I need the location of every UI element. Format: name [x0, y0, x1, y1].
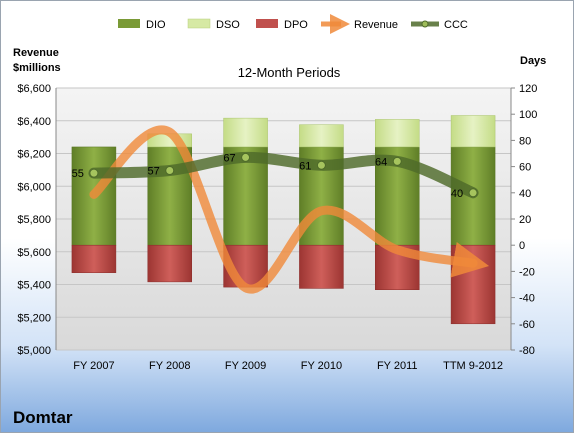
legend-label-dio: DIO [146, 19, 166, 31]
ccc-point [165, 166, 175, 176]
left-tick-label: $6,000 [17, 181, 51, 193]
ccc-point [468, 188, 478, 198]
ccc-data-label: 67 [223, 152, 235, 164]
right-tick-label: 100 [519, 109, 537, 121]
bar-dpo [147, 244, 192, 283]
x-tick-label: FY 2008 [149, 360, 190, 372]
bar-dso [375, 119, 420, 148]
right-tick-label: -60 [519, 319, 535, 331]
left-tick-label: $6,200 [17, 149, 51, 161]
x-tick-label: FY 2007 [73, 360, 114, 372]
chart-title: 12-Month Periods [238, 65, 341, 80]
legend: DIO DSO DPO Revenue CCC [118, 14, 468, 34]
bar-dpo [71, 244, 117, 273]
right-tick-label: -20 [519, 266, 535, 278]
right-tick-label: 80 [519, 135, 531, 147]
left-tick-label: $5,800 [17, 214, 51, 226]
legend-label-dso: DSO [216, 19, 240, 31]
left-tick-label: $5,400 [17, 280, 51, 292]
legend-label-revenue: Revenue [354, 19, 398, 31]
ccc-data-label: 55 [72, 168, 84, 180]
revenue-line [89, 125, 490, 294]
legend-swatch-dpo [256, 19, 278, 28]
right-tick-label: 60 [519, 162, 531, 174]
right-tick-label: 0 [519, 240, 525, 252]
x-tick-label: FY 2009 [225, 360, 266, 372]
left-tick-label: $5,600 [17, 247, 51, 259]
left-tick-label: $6,600 [17, 83, 51, 95]
legend-label-dpo: DPO [284, 19, 308, 31]
right-tick-label: 120 [519, 83, 537, 95]
x-tick-label: FY 2010 [301, 360, 342, 372]
legend-swatch-dio [118, 19, 140, 28]
right-axis: -80 -60 -40 -20 0 20 40 60 80 100 120 [510, 83, 537, 357]
ccc-line [88, 151, 479, 199]
bar-dso [299, 124, 344, 148]
ccc-point [89, 168, 99, 178]
legend-marker-ccc [421, 20, 429, 28]
ccc-data-label: 40 [451, 188, 463, 200]
ccc-data-label: 61 [299, 160, 311, 172]
gridlines [56, 87, 511, 351]
bar-dso [223, 117, 268, 148]
right-tick-label: 40 [519, 188, 531, 200]
bar-dso [450, 115, 496, 148]
left-tick-label: $5,200 [17, 312, 51, 324]
x-axis: FY 2007 FY 2008 FY 2009 FY 2010 FY 2011 TTM 9… [73, 360, 503, 372]
ccc-point [316, 160, 326, 170]
left-axis-title-line2: $millions [13, 62, 61, 74]
ccc-data-label: 64 [375, 156, 387, 168]
legend-swatch-dso [187, 18, 211, 29]
right-tick-label: -40 [519, 293, 535, 305]
ccc-point [241, 152, 251, 162]
ccc-series: 55 57 67 61 64 40 [72, 151, 479, 200]
left-axis-title-line1: Revenue [13, 47, 59, 59]
company-name: Domtar [13, 408, 73, 427]
legend-label-ccc: CCC [444, 19, 468, 31]
right-axis-title: Days [520, 55, 546, 67]
left-tick-label: $6,400 [17, 116, 51, 128]
bar-dpo [299, 244, 344, 289]
left-tick-label: $5,000 [17, 345, 51, 357]
x-tick-label: TTM 9-2012 [443, 360, 503, 372]
x-tick-label: FY 2011 [377, 360, 418, 372]
revenue-series [89, 125, 490, 294]
ccc-data-label: 57 [148, 166, 160, 178]
ccc-point [392, 156, 402, 166]
right-tick-label: -80 [519, 345, 535, 357]
right-tick-label: 20 [519, 214, 531, 226]
left-axis: $5,000 $5,200 $5,400 $5,600 $5,800 $6,000 $6,2… [17, 83, 57, 357]
